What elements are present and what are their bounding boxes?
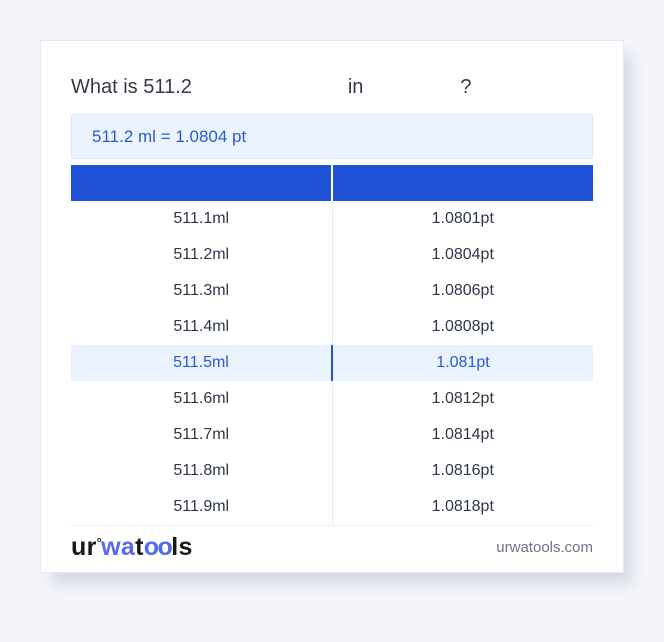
question-connector: in	[347, 76, 364, 98]
conversion-table: 511.1ml 1.0801pt 511.2ml 1.0804pt 511.3m…	[71, 165, 593, 526]
pt-value-cell: 1.0808pt	[331, 309, 593, 345]
pt-value-cell: 1.0801pt	[331, 201, 593, 237]
card-footer: ur°watools urwatools.com	[71, 526, 593, 573]
logo-seg-t: t	[135, 532, 144, 561]
question-value: 511.2	[143, 76, 192, 98]
table-row: 511.1ml 1.0801pt	[71, 201, 593, 237]
logo-seg-wa: wa	[101, 532, 136, 561]
table-row: 511.2ml 1.0804pt	[71, 237, 593, 273]
table-row-highlighted: 511.5ml 1.081pt	[71, 345, 593, 381]
urwatools-logo[interactable]: ur°watools	[71, 532, 193, 562]
ml-value-cell: 511.9ml	[71, 489, 332, 526]
pt-value-cell: 1.0812pt	[331, 381, 593, 417]
ml-value-cell: 511.7ml	[173, 426, 230, 443]
table-row: 511.4ml 1.0808pt	[71, 309, 593, 345]
ml-value-cell: 511.4ml	[173, 318, 230, 335]
site-domain-label: urwatools.com	[496, 538, 593, 556]
pt-value-cell: 1.081pt	[331, 345, 593, 381]
pt-value-cell: 1.0814pt	[331, 417, 593, 453]
ml-value-cell: 511.2ml	[173, 246, 230, 263]
logo-glasses-oo: oo	[143, 532, 173, 561]
converter-card: What is 511.2 in ? 511.2 ml = 1.0804 pt …	[40, 40, 624, 573]
page-title: What is 511.2 in ?	[71, 41, 593, 99]
table-header-row	[71, 165, 593, 201]
table-header-pt	[331, 165, 593, 201]
ml-value-cell: 511.6ml	[173, 390, 230, 407]
table-row: 511.8ml 1.0816pt	[71, 453, 593, 489]
ml-value-cell: 511.8ml	[173, 462, 230, 479]
ml-value-cell: 511.3ml	[173, 282, 230, 299]
logo-seg-ur: ur	[71, 532, 97, 561]
conversion-result-banner: 511.2 ml = 1.0804 pt	[71, 114, 593, 159]
conversion-result-text: 511.2 ml = 1.0804 pt	[92, 126, 247, 146]
logo-seg-ls: ls	[171, 532, 193, 561]
to-unit-select[interactable]	[363, 73, 460, 93]
from-unit-select[interactable]	[192, 73, 348, 93]
pt-value-cell: 1.0804pt	[331, 237, 593, 273]
pt-value-cell: 1.0816pt	[331, 453, 593, 489]
table-row: 511.3ml 1.0806pt	[71, 273, 593, 309]
question-mark: ?	[460, 76, 472, 98]
pt-value-cell: 1.0806pt	[331, 273, 593, 309]
table-row: 511.9ml 1.0818pt	[71, 489, 593, 526]
pt-value-cell: 1.0818pt	[331, 489, 593, 526]
ml-value-cell: 511.5ml	[71, 345, 332, 381]
question-prefix: What is 511.2	[71, 76, 192, 98]
ml-value-cell: 511.1ml	[173, 210, 230, 227]
table-header-ml	[71, 165, 332, 201]
logo-ring-icon: °	[96, 534, 103, 550]
table-row: 511.7ml 1.0814pt	[71, 417, 593, 453]
table-row: 511.6ml 1.0812pt	[71, 381, 593, 417]
